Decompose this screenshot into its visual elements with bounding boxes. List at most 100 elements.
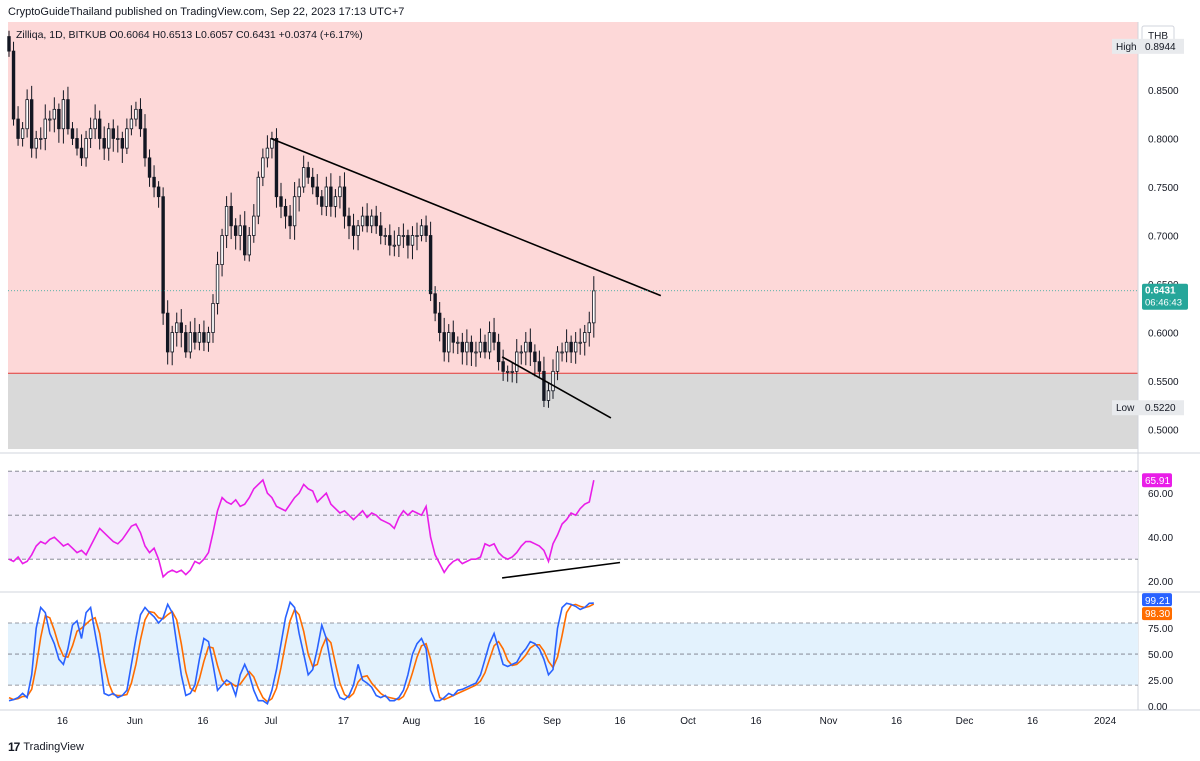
candle [583, 324, 587, 356]
candle [292, 182, 297, 240]
candle [247, 227, 251, 262]
candle [333, 189, 338, 218]
candle [206, 326, 211, 352]
rsi-line [8, 478, 595, 579]
candle [188, 321, 193, 359]
stoch-tick-label: 50.00 [1148, 650, 1173, 661]
time-tick-label: Jul [265, 716, 278, 727]
candle [93, 104, 97, 140]
candle [29, 85, 34, 158]
stoch-tick-label: 25.00 [1148, 676, 1173, 687]
candle [120, 131, 125, 163]
candle [297, 178, 301, 212]
time-tick-label: 16 [197, 716, 209, 727]
candle [111, 119, 115, 152]
candle [152, 165, 156, 198]
candle [229, 192, 233, 240]
candle [261, 148, 265, 187]
candle [43, 104, 47, 151]
candle [433, 286, 437, 322]
candle [501, 349, 505, 381]
brand-label: TradingView [23, 741, 84, 753]
time-tick-label: 17 [338, 716, 350, 727]
candle [57, 103, 61, 143]
time-tick-label: 16 [474, 716, 486, 727]
price-tick-label: 0.8000 [1148, 134, 1179, 145]
candle [474, 341, 478, 367]
candle [356, 219, 360, 251]
candle [569, 335, 573, 364]
candle [542, 356, 546, 408]
candle [324, 176, 329, 216]
time-tick-label: Sep [543, 716, 561, 727]
candle [215, 251, 220, 315]
time-tick-label: 16 [891, 716, 903, 727]
candle [84, 130, 88, 167]
candle [143, 114, 147, 167]
candle [524, 332, 528, 366]
candle [560, 342, 564, 362]
time-tick-label: 2024 [1094, 716, 1117, 727]
candle [161, 187, 165, 325]
candle [410, 226, 415, 260]
candle [573, 332, 578, 364]
candle [505, 365, 510, 382]
low-tag-bg [1112, 400, 1142, 416]
candle [147, 149, 152, 187]
candle [515, 339, 519, 384]
candle [447, 324, 451, 363]
candle [20, 122, 25, 147]
candle [243, 211, 247, 261]
time-tick-label: 16 [614, 716, 626, 727]
candle [279, 182, 283, 219]
header-bar: CryptoGuideThailand published on Trading… [0, 0, 1200, 22]
candle [342, 172, 347, 229]
candle [7, 30, 11, 57]
candle [102, 126, 106, 160]
candle [320, 189, 324, 216]
low-value-label: 0.5220 [1145, 403, 1176, 414]
candle [329, 173, 333, 217]
candle [415, 222, 419, 251]
candle [252, 204, 256, 243]
symbol-ohlc-line: Zilliqa, 1D, BITKUB O0.6064 H0.6513 L0.6… [16, 29, 363, 41]
candle [469, 335, 474, 366]
candle [306, 161, 310, 184]
rsi-tick-label: 60.00 [1148, 489, 1173, 500]
stoch-d-last-tag [1142, 607, 1172, 621]
time-tick-label: Oct [680, 716, 696, 727]
candle [419, 219, 424, 242]
candle [401, 223, 406, 249]
candle [406, 229, 410, 259]
candle [34, 130, 38, 159]
candle [107, 122, 111, 161]
candle [170, 325, 174, 366]
candle [360, 206, 365, 232]
candle [587, 311, 591, 347]
candle [537, 350, 542, 378]
last-price-value: 0.6431 [1145, 286, 1176, 297]
candle [256, 171, 261, 225]
stoch-tick-label: 75.00 [1148, 624, 1173, 635]
candle [379, 212, 383, 245]
time-tick-label: 16 [1027, 716, 1039, 727]
candle [220, 228, 224, 277]
high-tag-bg [1112, 38, 1142, 54]
candle [283, 198, 288, 229]
candle [338, 175, 342, 209]
candle [138, 98, 143, 137]
candle [66, 86, 70, 135]
time-tick-label: Nov [820, 716, 838, 727]
low-tag-label: Low [1116, 403, 1135, 414]
candle [25, 89, 29, 138]
candle [456, 336, 460, 355]
candle [564, 329, 569, 363]
time-tick-label: Aug [403, 716, 421, 727]
candle [478, 328, 483, 358]
upper-trendline [270, 137, 662, 297]
candle [546, 382, 551, 408]
candle [79, 134, 84, 166]
time-tick-label: Dec [956, 716, 974, 727]
candle [134, 101, 138, 127]
